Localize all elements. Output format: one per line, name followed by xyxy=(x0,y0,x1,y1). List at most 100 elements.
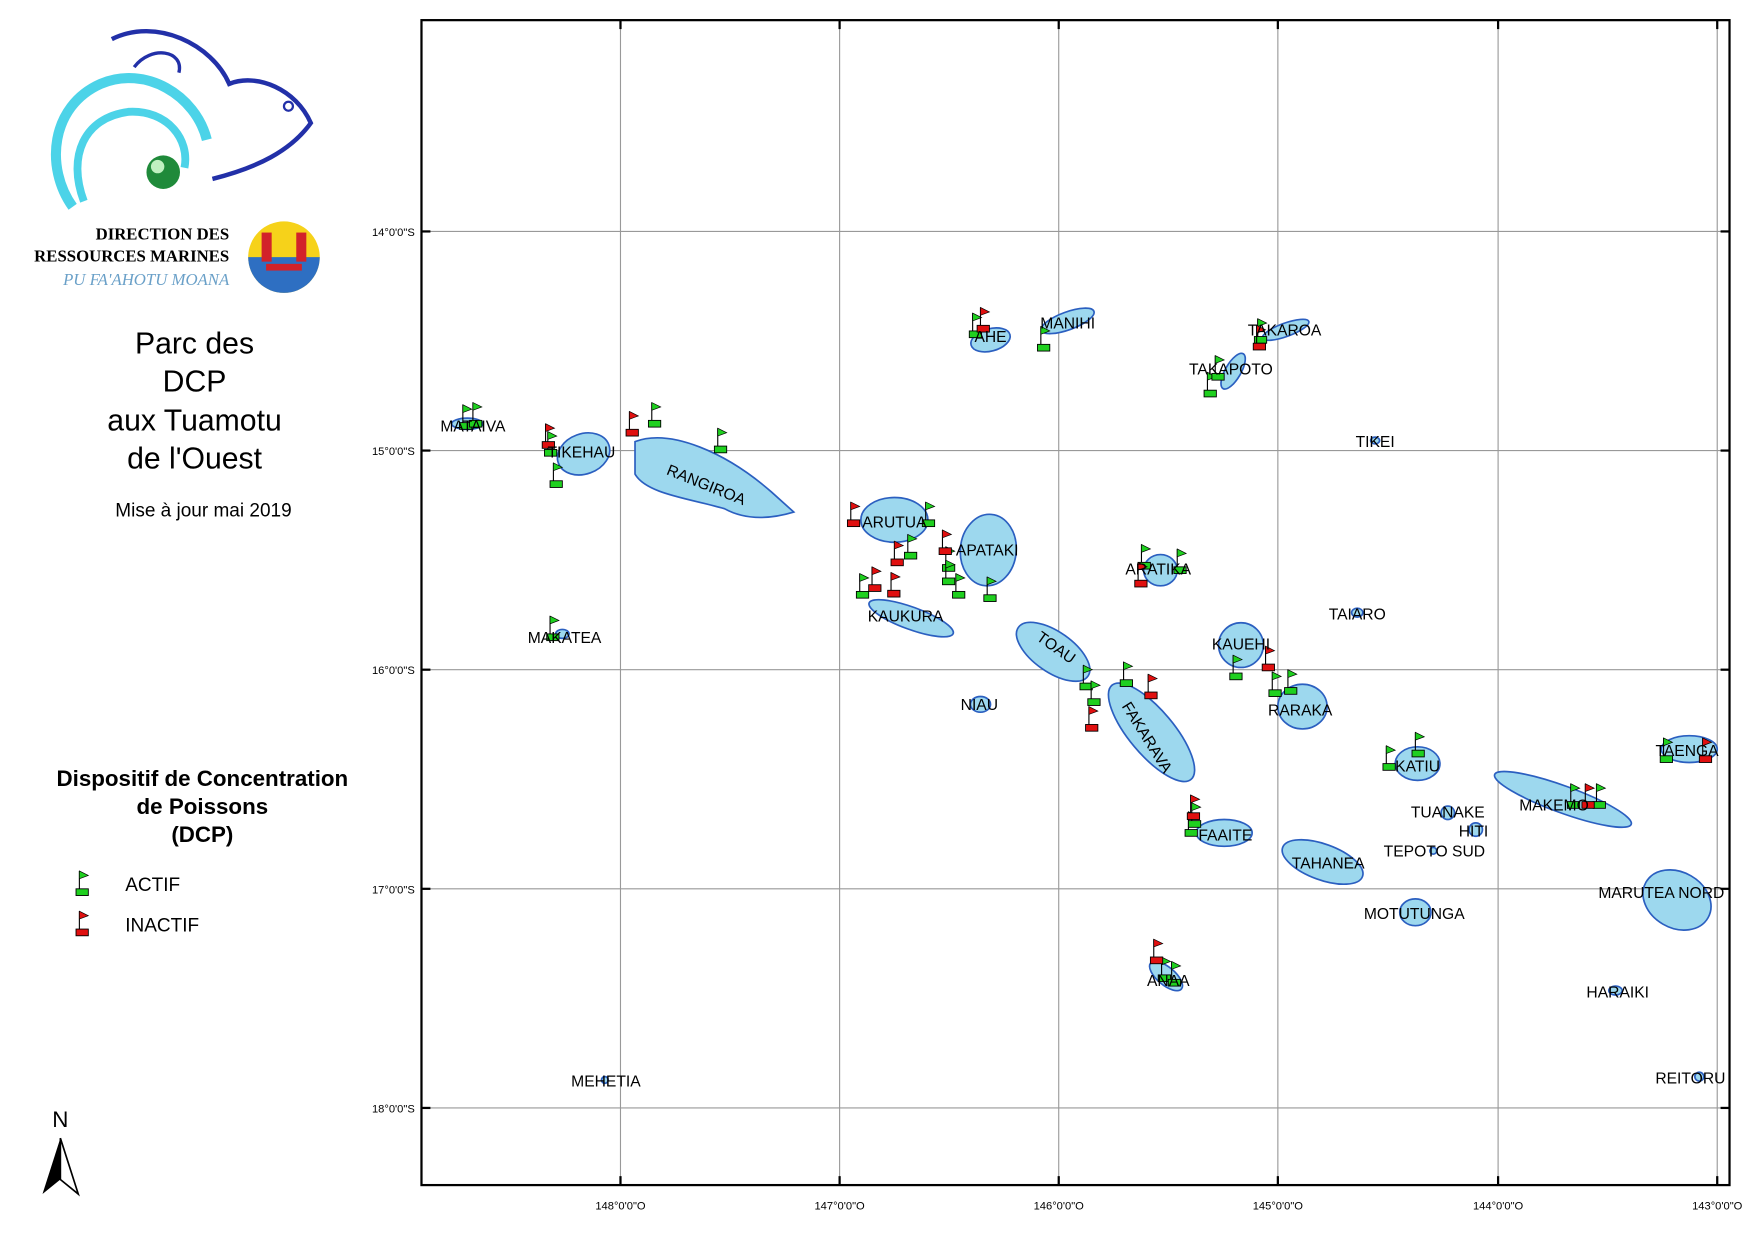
flag-base xyxy=(1149,956,1164,965)
flag-base xyxy=(647,419,662,428)
flag-base xyxy=(1211,372,1225,381)
island xyxy=(1642,869,1712,931)
flag-base xyxy=(1592,801,1606,809)
flag-base xyxy=(942,577,956,586)
flag-pennant xyxy=(980,306,991,316)
lon-label: 146°0'0"O xyxy=(1034,1201,1085,1213)
flag-inactive xyxy=(1144,673,1158,700)
island-label: MARUTEA NORD xyxy=(1598,885,1724,902)
flag-base xyxy=(976,324,990,333)
island-label: MANIHI xyxy=(1040,316,1095,333)
island-label: KATIU xyxy=(1395,758,1440,775)
island xyxy=(1694,1071,1705,1082)
flag-base xyxy=(1157,974,1171,983)
flag-active xyxy=(942,559,956,586)
legend-title: de Poissons xyxy=(137,794,269,819)
island-label: MEHETIA xyxy=(571,1074,641,1091)
flag-active xyxy=(75,870,90,896)
flag-base xyxy=(1284,687,1298,695)
flag-active xyxy=(1037,325,1051,352)
flag-base xyxy=(1382,763,1396,771)
island-label: TIKEI xyxy=(1356,434,1395,451)
island-label: MAKEMO xyxy=(1519,798,1589,815)
flag-base xyxy=(1144,691,1158,700)
island xyxy=(634,437,796,519)
flag-base xyxy=(887,589,901,598)
legend-item: INACTIF xyxy=(125,915,199,936)
flag-active xyxy=(1119,661,1134,687)
island xyxy=(1277,683,1328,730)
flag-base xyxy=(938,547,952,555)
island xyxy=(1220,352,1247,390)
flag-active xyxy=(1382,745,1397,771)
flag-active xyxy=(1592,783,1607,809)
flag-base xyxy=(544,449,558,457)
flag-active xyxy=(1284,669,1298,695)
island-label: HARAIKI xyxy=(1586,984,1649,1001)
flag-pennant xyxy=(1287,669,1298,679)
flag-active xyxy=(1157,956,1172,983)
island xyxy=(1107,682,1196,783)
flag-pennant xyxy=(79,870,90,880)
lat-label: 17°0'0"S xyxy=(372,884,415,896)
flag-pennant xyxy=(1257,318,1268,327)
island-label: HITI xyxy=(1459,823,1489,840)
flag-base xyxy=(549,480,563,488)
flag-pennant xyxy=(629,410,640,420)
island xyxy=(1398,898,1432,927)
flag-pennant xyxy=(925,501,936,511)
flag-base xyxy=(1411,749,1425,758)
lat-label: 15°0'0"S xyxy=(372,446,415,458)
flag-base xyxy=(904,551,918,560)
flag-inactive xyxy=(846,501,861,528)
island-label: FAAITE xyxy=(1198,828,1252,845)
flag-pennant xyxy=(472,401,483,411)
flag-pennant xyxy=(553,462,564,472)
flag-base xyxy=(1252,342,1267,351)
island-label: TIKEHAU xyxy=(547,444,615,461)
flag-pennant xyxy=(1190,794,1201,804)
title-line: DCP xyxy=(163,365,227,398)
island-label: REITORU xyxy=(1655,1070,1725,1087)
flag-pennant xyxy=(1090,680,1101,690)
flag-inactive xyxy=(1085,706,1099,732)
island-label: AHE xyxy=(974,329,1006,346)
logo-motto: PU FA'AHOTU MOANA xyxy=(62,270,230,289)
logo-line: RESSOURCES MARINES xyxy=(34,247,229,266)
legend: Dispositif de Concentration de Poissons … xyxy=(56,766,348,936)
lon-label: 148°0'0"O xyxy=(595,1201,646,1213)
flag-base xyxy=(1581,801,1595,809)
flag-base xyxy=(1659,755,1673,763)
flag-pennant xyxy=(894,540,905,550)
flag-pennant xyxy=(945,559,956,569)
island xyxy=(959,513,1018,587)
island xyxy=(1468,822,1484,838)
flag-active xyxy=(904,533,918,560)
flag-pennant xyxy=(850,501,861,511)
flag-active xyxy=(469,401,483,428)
flag-base xyxy=(541,441,555,449)
island xyxy=(1369,436,1381,445)
lon-label: 144°0'0"O xyxy=(1473,1201,1524,1213)
flag-active xyxy=(1167,960,1182,987)
flag-inactive xyxy=(1581,783,1596,809)
title: Parc des DCP aux Tuamotu de l'Ouest Mise… xyxy=(107,327,291,521)
flag-active xyxy=(1268,671,1283,697)
flag-pennant xyxy=(972,312,983,322)
island xyxy=(1015,621,1091,683)
island-label: ARUTUA xyxy=(862,515,927,532)
flag-inactive xyxy=(1134,561,1148,588)
lat-label: 16°0'0"S xyxy=(372,665,415,677)
flag-active xyxy=(968,312,983,339)
flag-base xyxy=(1087,698,1101,706)
island-label: TUANAKE xyxy=(1411,804,1485,821)
flag-pennant xyxy=(1141,543,1152,553)
island-label: KAUKURA xyxy=(868,609,944,626)
flag-base xyxy=(1268,689,1282,697)
flag-base xyxy=(1167,978,1182,987)
flag-active xyxy=(952,573,966,599)
legend-title: Dispositif de Concentration xyxy=(56,766,348,791)
flag-base xyxy=(890,558,904,567)
island-label: TAIARO xyxy=(1329,606,1386,623)
flag-pennant xyxy=(1123,661,1134,671)
